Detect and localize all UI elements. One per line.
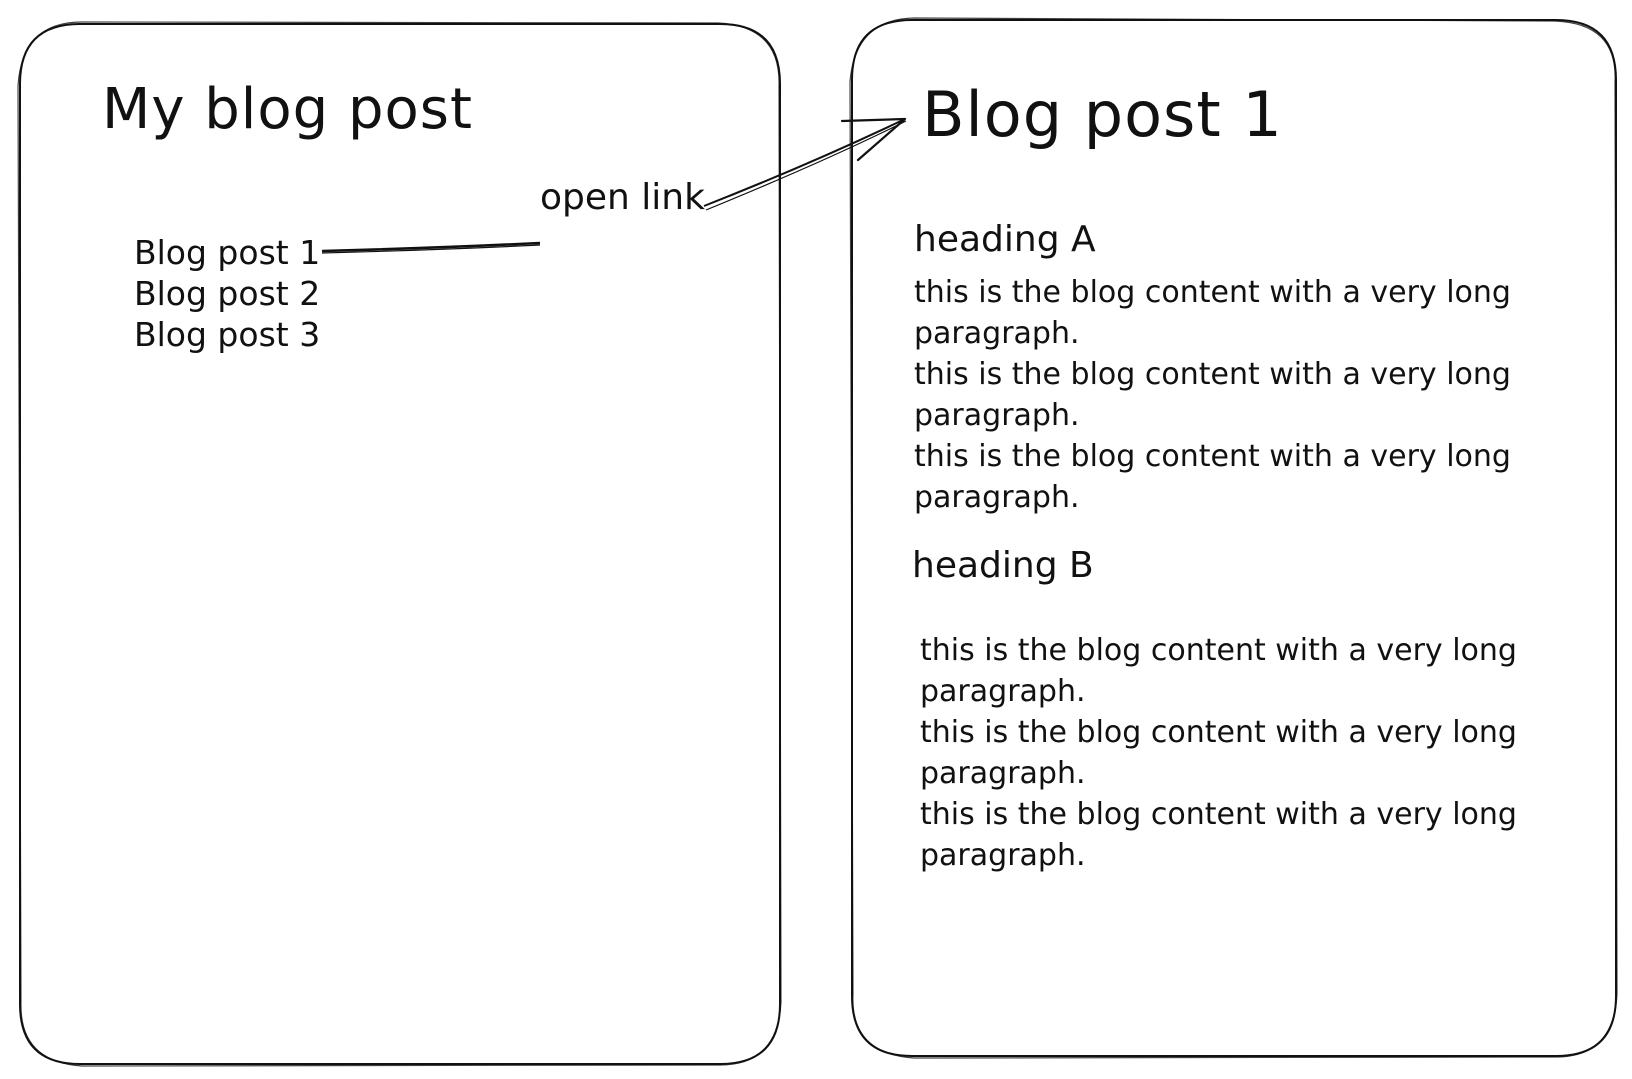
left-panel-title: My blog post <box>102 77 473 142</box>
content-section-a: heading A this is the blog content with … <box>914 220 1564 518</box>
open-link-arrowhead <box>840 117 907 162</box>
link-connector-line-sketch <box>321 244 541 254</box>
section-heading: heading B <box>912 545 1094 586</box>
blog-post-link-1[interactable]: Blog post 1 <box>134 233 321 272</box>
paragraph: this is the blog content with a very lon… <box>914 439 1511 515</box>
open-link-arrow-sketch <box>705 120 907 211</box>
link-connector-line <box>321 241 541 253</box>
paragraph: this is the blog content with a very lon… <box>920 633 1517 709</box>
right-panel-title: Blog post 1 <box>922 78 1283 151</box>
paragraph: this is the blog content with a very lon… <box>914 275 1511 351</box>
paragraph: this is the blog content with a very lon… <box>920 715 1517 791</box>
blog-post-link-2[interactable]: Blog post 2 <box>134 274 321 313</box>
paragraph: this is the blog content with a very lon… <box>914 357 1511 433</box>
left-panel-frame-sketch <box>17 21 782 1067</box>
blog-post-list: Blog post 1 Blog post 2 Blog post 3 <box>134 232 320 355</box>
content-section-b: heading B this is the blog content with … <box>912 546 1572 876</box>
open-link-arrow <box>703 118 906 207</box>
right-panel-frame-sketch <box>849 17 1618 1059</box>
paragraph: this is the blog content with a very lon… <box>920 797 1517 873</box>
section-heading: heading A <box>914 219 1096 260</box>
open-link-annotation: open link <box>540 177 705 218</box>
blog-post-link-3[interactable]: Blog post 3 <box>134 315 321 354</box>
right-panel-frame <box>851 19 1617 1057</box>
